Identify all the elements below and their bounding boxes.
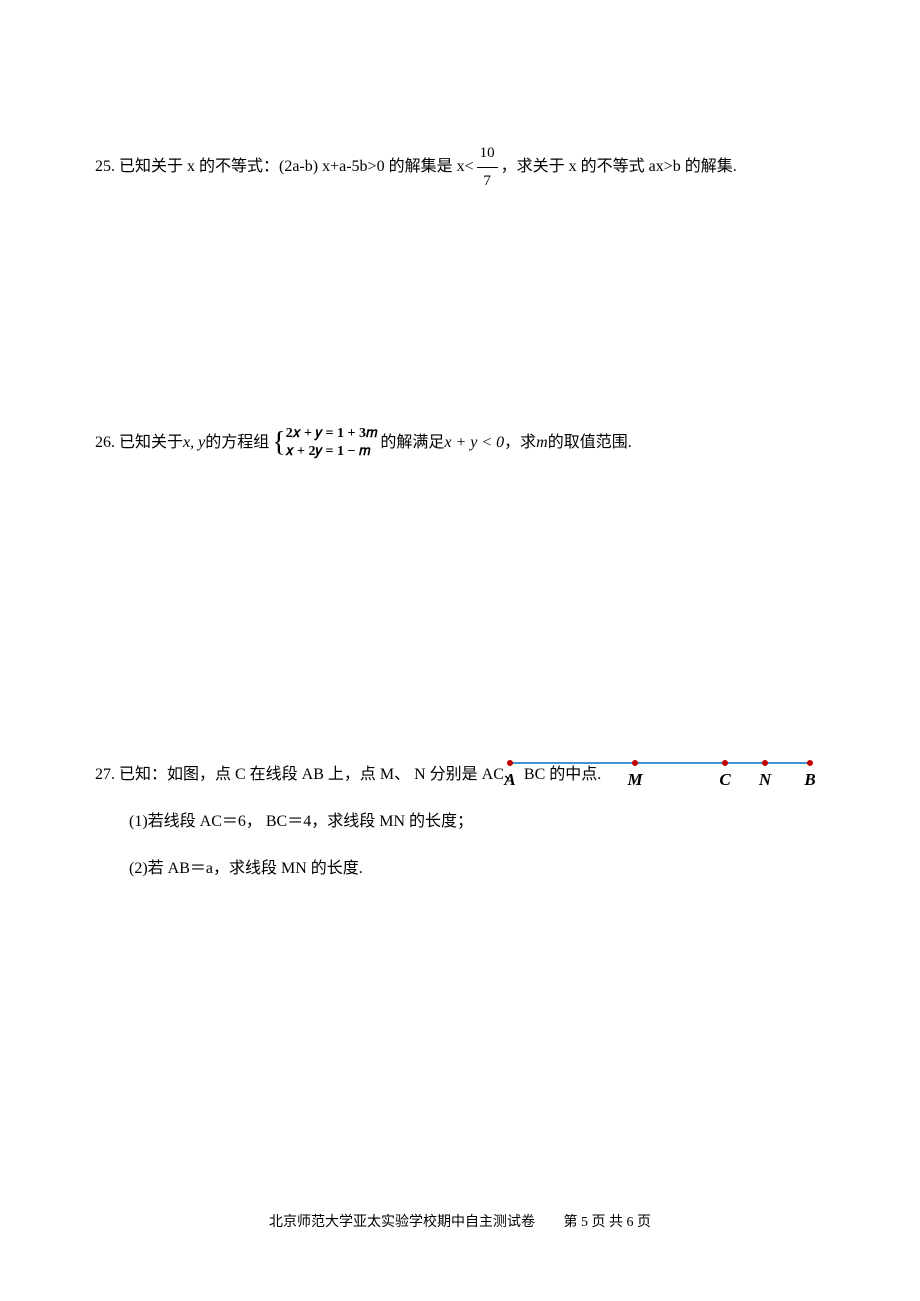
fraction-10-7: 10 7 — [477, 140, 498, 195]
equation-1: 2𝑥 + 𝑦 = 1 + 3𝑚 — [286, 425, 378, 443]
problem-26-after-1: 的解满足 — [380, 429, 444, 458]
problem-27-sub1: (1)若线段 AC＝6， BC＝4，求线段 MN 的长度； — [129, 808, 825, 837]
problem-26-after-2: ，求 — [504, 429, 536, 458]
problem-25-after: ，求关于 x 的不等式 ax>b 的解集. — [501, 153, 737, 182]
svg-text:C: C — [719, 770, 731, 789]
problem-27-sub2: (2)若 AB＝a，求线段 MN 的长度. — [129, 855, 825, 884]
problem-27: 27. 已知：如图，点 C 在线段 AB 上，点 M、 N 分别是 AC、 BC… — [95, 761, 825, 883]
page-suffix: 页 — [634, 1215, 652, 1230]
equation-system: { 2𝑥 + 𝑦 = 1 + 3𝑚 𝑥 + 2𝑦 = 1 − 𝑚 — [272, 425, 377, 461]
fraction-numerator: 10 — [477, 140, 498, 168]
svg-text:N: N — [758, 770, 772, 789]
equation-2: 𝑥 + 2𝑦 = 1 − 𝑚 — [286, 443, 378, 461]
line-segment-diagram: AMCNB — [500, 755, 820, 806]
problem-number-25: 25. — [95, 158, 115, 175]
m-variable: m — [536, 429, 548, 458]
diagram-svg: AMCNB — [500, 755, 820, 795]
svg-text:M: M — [626, 770, 643, 789]
footer-school-name: 北京师范大学亚太实验学校期中自主测试卷 — [269, 1215, 535, 1230]
page-current: 5 — [581, 1215, 588, 1230]
problem-26: 26. 已知关于 x, y 的方程组 { 2𝑥 + 𝑦 = 1 + 3𝑚 𝑥 +… — [95, 425, 825, 461]
problem-26-before: 已知关于 — [115, 434, 183, 451]
svg-text:A: A — [503, 770, 515, 789]
page-footer: 北京师范大学亚太实验学校期中自主测试卷 第 5 页 共 6 页 — [0, 1211, 920, 1231]
page-total: 6 — [627, 1215, 634, 1230]
problem-25-before: 已知关于 x 的不等式：(2a-b) x+a-5b>0 的解集是 x< — [115, 158, 474, 175]
figure-wrapper: (2)若 AB＝a，求线段 MN 的长度. AMCNB — [95, 837, 825, 884]
problem-25: 25. 已知关于 x 的不等式：(2a-b) x+a-5b>0 的解集是 x< … — [95, 140, 825, 195]
problem-26-system-label: 的方程组 — [205, 429, 269, 458]
svg-text:B: B — [803, 770, 815, 789]
xy-variables: x, y — [183, 429, 205, 458]
problem-26-text: 26. 已知关于 x, y 的方程组 { 2𝑥 + 𝑦 = 1 + 3𝑚 𝑥 +… — [95, 425, 825, 461]
left-brace-icon: { — [272, 429, 285, 457]
problem-number-27: 27. — [95, 766, 115, 783]
figure-text-col: (2)若 AB＝a，求线段 MN 的长度. — [95, 837, 825, 884]
system-equations: 2𝑥 + 𝑦 = 1 + 3𝑚 𝑥 + 2𝑦 = 1 − 𝑚 — [286, 425, 378, 461]
problem-number-26: 26. — [95, 434, 115, 451]
footer-page-info: 第 5 页 共 6 页 — [564, 1215, 652, 1230]
problem-26-after-3: 的取值范围. — [548, 429, 632, 458]
page-middle: 页 共 — [588, 1215, 627, 1230]
problem-25-text: 25. 已知关于 x 的不等式：(2a-b) x+a-5b>0 的解集是 x< … — [95, 140, 825, 195]
page-prefix: 第 — [564, 1215, 582, 1230]
inequality-xy: x + y < 0 — [444, 429, 504, 458]
fraction-denominator: 7 — [480, 168, 494, 195]
